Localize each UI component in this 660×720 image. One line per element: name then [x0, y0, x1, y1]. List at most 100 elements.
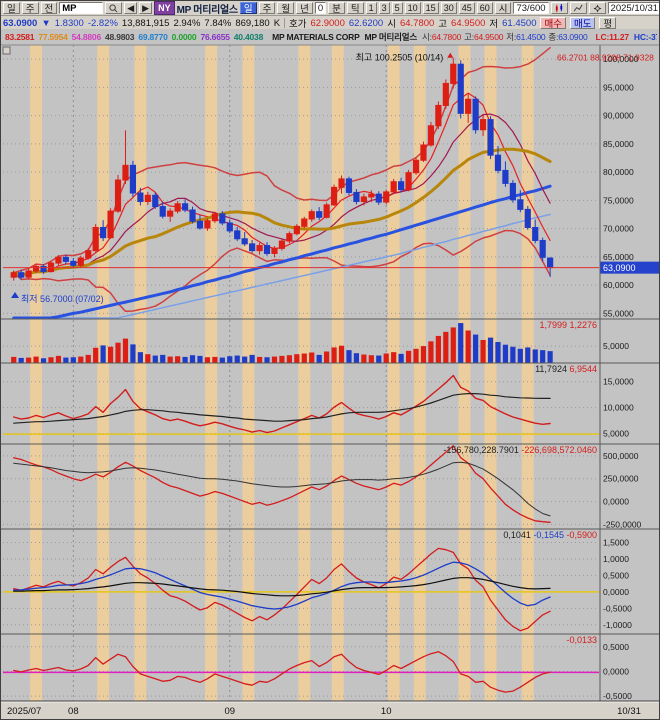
line-chart-icon	[573, 4, 583, 11]
open-label: 시	[387, 19, 396, 30]
pane-value-label: -0,0133	[566, 635, 597, 645]
indicator-legend-row: 83.2581 77.5954 54.8806 48.9803 69.8770 0.000…	[5, 31, 657, 43]
svg-text:최고 100.2505 (10/14): 최고 100.2505 (10/14)	[356, 53, 444, 63]
svg-text:-0,5000: -0,5000	[603, 691, 632, 701]
indicator-value: 40.4038	[233, 32, 264, 42]
trade-value: 869,180	[235, 17, 270, 29]
candlesticks	[10, 57, 554, 281]
mode-week-button[interactable]: 주	[21, 2, 39, 15]
svg-text:-250,0000: -250,0000	[603, 519, 642, 529]
svg-text:95,0000: 95,0000	[603, 82, 634, 92]
svg-text:최저 56.7000 (07/02): 최저 56.7000 (07/02)	[21, 294, 104, 304]
period-month-button[interactable]: 월	[277, 2, 295, 15]
current-price: 63.0900	[3, 17, 38, 29]
ohlc-label: 종:	[548, 32, 559, 42]
hc-value: HC:-37.07	[633, 32, 657, 42]
sell-button[interactable]: 매도	[569, 17, 596, 30]
indicator-value: 48.9803	[104, 32, 135, 42]
candle-chart-icon	[555, 3, 562, 12]
period-week-button[interactable]: 주	[258, 2, 276, 15]
stock-name: MP 머티리얼스	[176, 4, 239, 16]
search-icon-button[interactable]	[105, 2, 123, 14]
minute-1-button[interactable]: 1	[365, 2, 377, 14]
period-minute-button[interactable]: 분	[328, 2, 345, 15]
indicator-value: 76.6655	[200, 32, 230, 42]
open-price: 64.7800	[399, 17, 435, 29]
bid-price: 62.6200	[348, 17, 384, 29]
low-label: 저	[489, 19, 499, 30]
indicator-value: 0.0000	[171, 32, 197, 42]
bar-counter: 73/600	[513, 2, 549, 14]
minute-45-button[interactable]: 45	[458, 2, 475, 14]
svg-text:5,0000: 5,0000	[603, 429, 629, 439]
candle-chart-icon-button[interactable]	[550, 2, 568, 14]
minute-15-button[interactable]: 15	[422, 2, 439, 14]
ohlc-label: 고:	[464, 32, 474, 42]
low-marker-icon	[11, 292, 19, 299]
svg-text:66.2701 88.9208 71.9328: 66.2701 88.9208 71.9328	[557, 53, 654, 63]
ohlc-label: 저:	[506, 32, 517, 42]
down-arrow-icon: ▼	[41, 17, 51, 29]
legend-ohlc: 시:64.7800 고:64.9500 저:61.4500 종:63.0900	[422, 31, 591, 43]
mode-all-button[interactable]: 전	[40, 2, 58, 15]
price-change-pct: -2.82%	[87, 17, 118, 29]
period-day-button[interactable]: 일	[239, 2, 257, 15]
indicator-value: 54.8806	[71, 32, 102, 42]
svg-text:250,0000: 250,0000	[603, 474, 639, 484]
stock-code-input[interactable]	[59, 2, 104, 14]
indicator-value: 69.8770	[138, 32, 168, 42]
svg-text:09: 09	[224, 706, 235, 717]
svg-text:1,5000: 1,5000	[603, 537, 629, 547]
legend-title-kr: MP 머티리얼스	[364, 32, 418, 42]
svg-text:0,0000: 0,0000	[603, 587, 629, 597]
minute-60-button[interactable]: 60	[476, 2, 493, 14]
turnover-pct-1: 2.94%	[173, 17, 201, 29]
ohlc-label: 시:	[422, 32, 432, 42]
minute-3-button[interactable]: 3	[378, 2, 390, 14]
svg-text:-1,0000: -1,0000	[603, 620, 632, 630]
period-year-button[interactable]: 년	[296, 2, 313, 15]
next-stock-button[interactable]: ▶	[139, 2, 153, 14]
svg-text:55,0000: 55,0000	[603, 308, 634, 318]
search-icon	[109, 3, 118, 12]
minute-10-button[interactable]: 10	[404, 2, 421, 14]
svg-text:63,0900: 63,0900	[603, 263, 636, 273]
toolbar-primary: 일 주 전 ◀ ▶ NY MP 머티리얼스 일 주 월 년 0 분 틱 1 3 …	[1, 1, 659, 16]
chart-canvas[interactable]: 100,000095,000090,000085,000080,000075,0…	[1, 29, 660, 720]
svg-text:500,0000: 500,0000	[603, 451, 639, 461]
svg-text:75,0000: 75,0000	[603, 195, 634, 205]
pane-value-label: -156,780,228.7901 -226,698,572.0460	[443, 445, 597, 455]
svg-text:0,5000: 0,5000	[603, 570, 629, 580]
minute-5-button[interactable]: 5	[391, 2, 403, 14]
svg-text:10,0000: 10,0000	[603, 403, 634, 413]
svg-text:5,0000: 5,0000	[603, 341, 629, 351]
minute-30-button[interactable]: 30	[440, 2, 457, 14]
svg-text:85,0000: 85,0000	[603, 139, 634, 149]
buy-button[interactable]: 매수	[540, 17, 566, 30]
trade-value-unit: K	[273, 17, 281, 29]
volume-bars	[11, 323, 553, 363]
high-price: 64.9500	[451, 17, 486, 29]
date-field[interactable]: 2025/10/31	[607, 2, 659, 14]
ohlc-value: 64.7800	[431, 32, 462, 42]
prev-stock-button[interactable]: ◀	[124, 2, 138, 14]
legend-title-en: MP MATERIALS CORP	[272, 32, 360, 42]
line-chart-icon-button[interactable]	[569, 2, 587, 14]
svg-text:0,0000: 0,0000	[603, 497, 629, 507]
pane-resize-handle	[2, 46, 11, 55]
svg-text:10: 10	[381, 706, 392, 717]
svg-text:15,0000: 15,0000	[603, 377, 634, 387]
mode-day-button[interactable]: 일	[3, 2, 20, 15]
chart-settings-icon-button[interactable]	[588, 2, 606, 14]
interval-value[interactable]: 0	[314, 2, 327, 14]
svg-text:0,0000: 0,0000	[603, 666, 629, 676]
indicator-value: 83.2581	[5, 32, 35, 42]
avg-button[interactable]: 평	[599, 17, 617, 30]
svg-text:1,0000: 1,0000	[603, 554, 629, 564]
lc-value: LC:11.27	[595, 32, 630, 42]
hour-button[interactable]: 시	[494, 2, 512, 15]
ask-price: 62.9000	[310, 17, 345, 29]
period-tick-button[interactable]: 틱	[346, 2, 364, 15]
ohlc-value: 63.0900	[558, 32, 588, 42]
